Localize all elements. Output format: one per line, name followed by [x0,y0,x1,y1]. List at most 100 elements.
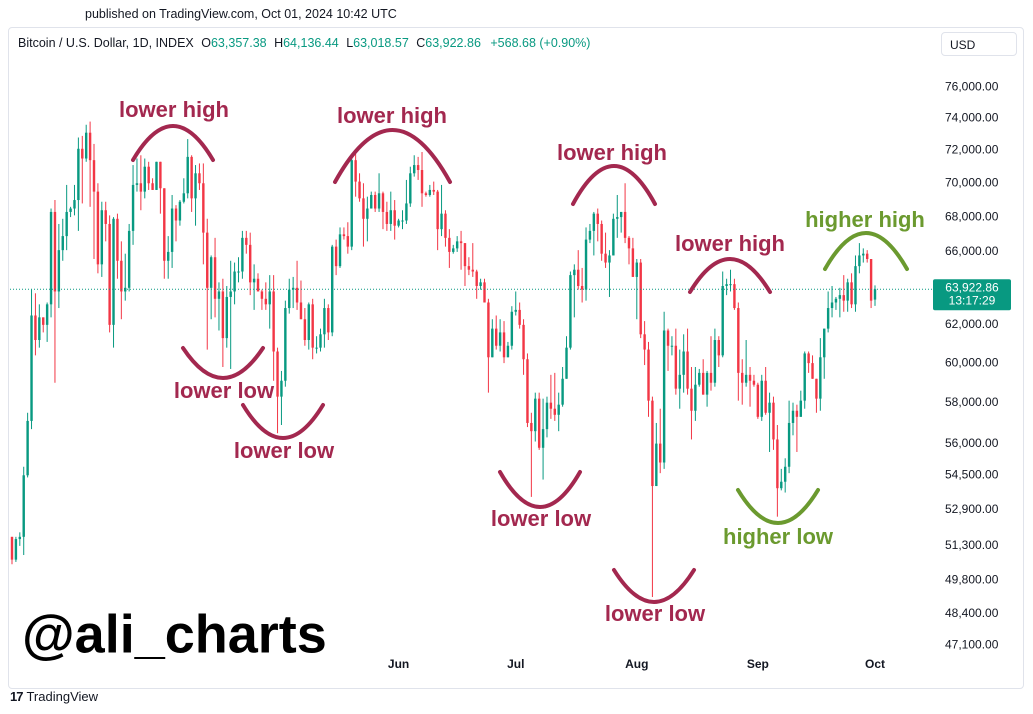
candle-body [131,184,135,231]
candle-body [643,334,646,350]
candle-body [561,378,564,405]
candle-body [88,132,92,161]
candle-body [600,223,603,254]
candle-body [768,402,771,413]
candle-body [596,213,599,224]
annotation-arc [241,403,325,440]
candle-body [495,328,498,346]
candle-body [42,317,45,325]
candle-body [409,173,412,204]
candle-body [237,271,240,273]
candle-body [241,237,244,272]
y-tick-label: 74,000.00 [945,111,999,125]
candle-body [842,295,845,301]
symbol-bar: Bitcoin / U.S. Dollar, 1D, INDEX O63,357… [18,36,590,50]
candle-body [729,284,732,286]
candle-body [678,374,681,389]
candle-body [61,236,64,251]
candle-body [530,422,533,432]
candle-body [186,156,189,194]
candle-body [713,340,717,383]
logo: 17 [10,689,24,704]
quote-key: H [274,36,284,50]
quote-key: O [201,36,211,50]
candle-body [73,200,76,209]
candle-body [639,262,642,335]
candle-body [459,241,463,244]
candle-body [795,410,799,417]
candle-body [342,234,346,237]
candle-body [225,296,228,339]
candle-body [424,193,428,195]
annotation-arc [131,124,215,162]
candle-body [436,191,439,230]
currency-button[interactable]: USD [941,32,1017,56]
watermark: @ali_charts [22,604,327,664]
candle-body [295,287,299,303]
candle-body [245,237,248,245]
candle-body [45,304,49,325]
annotation: lower low [174,378,275,403]
candle-body [334,246,338,267]
annotation: lower low [605,601,706,626]
candle-body [580,285,584,290]
candle-body [190,156,193,199]
candle-body [526,359,529,423]
annotation-arc [823,231,909,271]
candle-body [725,284,728,286]
x-tick-label: Jul [507,657,524,671]
candle-body [198,173,201,184]
candle-body [823,328,826,358]
candle-body [448,237,451,252]
candle-body [178,201,182,221]
candle-body [780,481,783,489]
candle-body [116,218,119,261]
candle-body [268,291,271,305]
candle-body [612,218,615,256]
candle-body [366,208,369,219]
candle-body [30,315,33,421]
candle-body [577,269,580,286]
candle-body [420,169,424,194]
candle-body [467,266,471,270]
y-tick-label: 60,000.00 [945,355,999,369]
annotation-arc [612,568,696,604]
candle-body [506,345,510,358]
y-tick-label: 68,000.00 [945,209,999,223]
annotation: lower high [337,103,447,128]
candle-body [323,308,326,335]
candle-body [569,275,572,348]
candle-body [346,236,350,247]
candle-body [96,191,100,265]
candle-body [541,429,545,448]
candle-body [381,193,385,212]
y-tick-label: 70,000.00 [945,175,999,189]
candle-body [608,255,611,263]
y-tick-label: 47,100.00 [945,638,999,652]
candle-body [139,183,143,192]
candle-body [686,351,689,389]
candle-body [701,372,705,395]
annotation: lower high [675,231,785,256]
candle-body [662,330,666,463]
candle-body [217,291,221,299]
candle-body [202,183,205,233]
annotation-arc [181,346,265,380]
candle-body [77,148,80,201]
candle-body [14,539,18,560]
candle-body [393,210,396,226]
candle-body [623,211,627,238]
candle-body [479,282,482,286]
candle-body [151,183,154,190]
candle-body [487,302,490,358]
candle-body [846,282,849,301]
candle-body [53,211,57,292]
candle-body [584,239,588,290]
candle-body [803,353,806,401]
candle-body [858,255,861,267]
candle-body [248,244,252,283]
candle-body [830,302,834,309]
candle-body [26,420,29,476]
price-label: 63,922.86 [945,280,999,294]
candle-body [256,278,260,292]
